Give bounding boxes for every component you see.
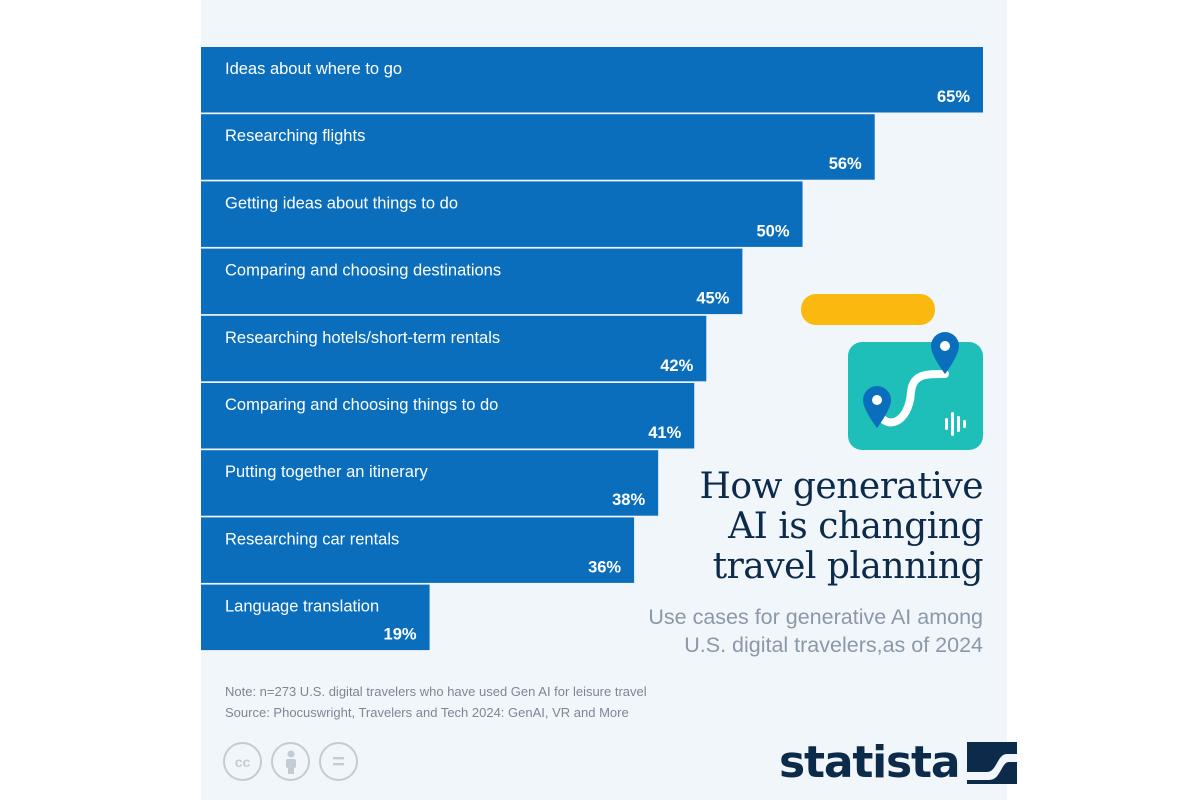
- statista-logo-icon: [967, 742, 1018, 784]
- cc-text: cc: [234, 753, 251, 770]
- bar-value-label: 65%: [937, 88, 970, 106]
- statista-logo[interactable]: statista: [779, 737, 1018, 788]
- license-icons: cc =: [223, 742, 358, 782]
- footnote: Note: n=273 U.S. digital travelers who h…: [225, 681, 745, 723]
- chart-title-line: How generative: [699, 466, 984, 507]
- bar-category-label: Getting ideas about things to do: [225, 194, 458, 212]
- bar: [201, 517, 635, 583]
- bar-category-label: Comparing and choosing destinations: [225, 262, 501, 280]
- bar: [201, 47, 983, 113]
- location-pin-icon: [863, 386, 891, 428]
- bar-category-label: Researching flights: [225, 127, 365, 145]
- chart-title-line: travel planning: [712, 546, 984, 587]
- bar-category-label: Ideas about where to go: [225, 60, 402, 78]
- bar-value-label: 56%: [829, 155, 862, 173]
- note-text: Note: n=273 U.S. digital travelers who h…: [225, 684, 647, 699]
- creative-commons-icon[interactable]: cc: [223, 742, 262, 781]
- source-text: Source: Phocuswright, Travelers and Tech…: [225, 705, 629, 720]
- bar-value-label: 42%: [660, 357, 693, 375]
- bar-category-label: Comparing and choosing things to do: [225, 396, 498, 414]
- bar-category-label: Researching hotels/short-term rentals: [225, 329, 500, 347]
- yellow-banner-shape: [801, 294, 935, 325]
- no-derivatives-icon[interactable]: =: [319, 742, 358, 781]
- brand-name: statista: [779, 737, 961, 788]
- bar: [201, 450, 659, 516]
- map-illustration-icon: [801, 294, 983, 450]
- bar: [201, 315, 707, 382]
- chart-title: How generative AI is changing travel pla…: [643, 466, 984, 587]
- bar-value-label: 38%: [612, 491, 645, 509]
- sound-wave-icon: [945, 412, 966, 436]
- bar: [201, 584, 430, 651]
- bar-category-label: Language translation: [225, 598, 379, 616]
- person-glyph: [285, 750, 296, 774]
- bar-chart: Ideas about where to go 65% Researching fl…: [201, 47, 983, 651]
- bar-category-label: Putting together an itinerary: [225, 463, 428, 481]
- bar: [201, 383, 695, 449]
- bar-value-label: 41%: [648, 424, 681, 442]
- nd-text: =: [332, 748, 345, 774]
- bar: [201, 248, 743, 315]
- chart-card: Ideas about where to go 65% Researching fl…: [201, 0, 1018, 800]
- chart-title-line: AI is changing: [728, 506, 983, 547]
- chart-subtitle: Use cases for generative AI among U.S. d…: [583, 603, 983, 659]
- bar: [201, 181, 803, 247]
- bar-value-label: 36%: [588, 558, 621, 576]
- location-pin-icon: [931, 332, 959, 374]
- chart-subtitle-line: Use cases for generative AI among: [648, 605, 983, 629]
- route-line: [873, 370, 949, 427]
- bar: [201, 114, 875, 180]
- bar-value-label: 19%: [384, 626, 417, 644]
- bar-category-label: Researching car rentals: [225, 530, 399, 548]
- bar-value-label: 50%: [757, 222, 790, 240]
- bar-value-label: 45%: [696, 290, 729, 308]
- attribution-person-icon[interactable]: [271, 742, 310, 781]
- chart-subtitle-line: U.S. digital travelers,as of 2024: [684, 633, 983, 657]
